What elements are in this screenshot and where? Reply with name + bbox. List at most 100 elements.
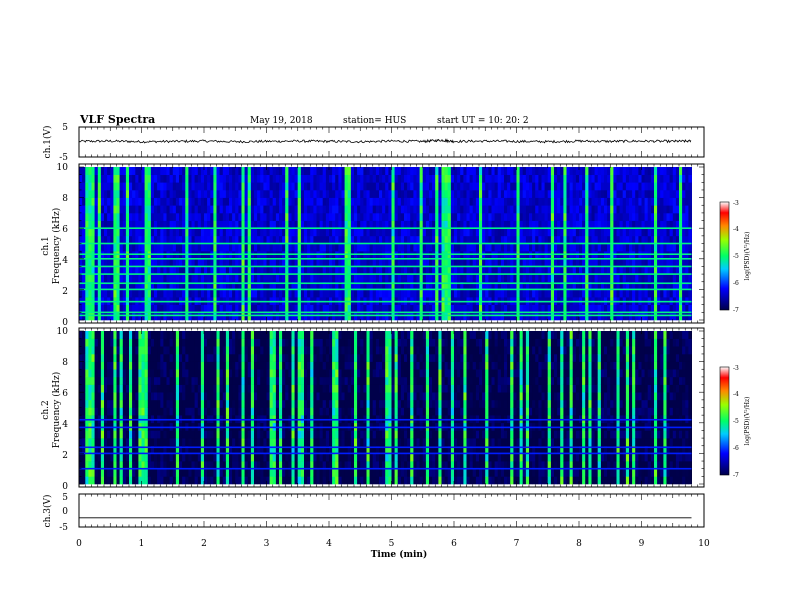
spectrogram-cell [147, 243, 152, 252]
spectrogram-cell [366, 281, 370, 290]
spectrogram-cell [385, 266, 389, 275]
spectrogram-cell [679, 251, 683, 260]
spectrogram-cell [669, 304, 673, 313]
spectrogram-cell [213, 182, 217, 191]
spectrogram-cell [554, 212, 558, 221]
spectrogram-cell [491, 243, 495, 252]
spectrogram-cell [154, 212, 158, 221]
spectrogram-cell [263, 243, 267, 252]
spectrogram-cell [141, 243, 145, 252]
spectrogram-cell [357, 167, 361, 175]
spectrogram-cell [419, 243, 423, 252]
spectrogram-cell [347, 312, 352, 321]
spectrogram-cell [129, 331, 133, 339]
spectrogram-cell [588, 182, 592, 191]
spectrogram-cell [604, 220, 608, 229]
spectrogram-cell [229, 266, 233, 275]
spectrogram-cell [91, 453, 95, 462]
spectrogram-cell [150, 461, 155, 469]
spectrogram-cell [300, 251, 305, 260]
spectrogram-cell [122, 312, 127, 321]
spectrogram-cell [622, 167, 627, 175]
spectrogram-cell [232, 251, 236, 260]
spectrogram-cell [97, 354, 102, 362]
spectrogram-cell [204, 258, 208, 267]
spectrogram-cell [325, 258, 330, 267]
ch1-colorbar-tick: -3 [733, 200, 739, 207]
spectrogram-cell [482, 258, 486, 267]
spectrogram-cell [547, 274, 552, 282]
spectrogram-cell [325, 312, 330, 321]
narrowband-line [79, 242, 692, 245]
spectrogram-cell [588, 220, 592, 229]
spectrogram-cell [232, 243, 236, 252]
spectrogram-cell [169, 190, 173, 198]
spectrogram-cell [457, 274, 461, 282]
spectrogram-cell [475, 289, 480, 298]
spectrogram-cell [257, 235, 261, 244]
spectrogram-cell [275, 212, 280, 221]
spectrogram-cell [235, 228, 239, 237]
spectrogram-cell [354, 205, 358, 214]
spectrogram-cell [432, 182, 436, 191]
spectrogram-cell [116, 235, 120, 244]
spectrogram-cell [125, 220, 130, 229]
spectrogram-cell [588, 243, 592, 252]
spectrogram-cell [650, 228, 655, 237]
spectrogram-cell [154, 251, 158, 260]
spectrogram-cell [444, 182, 448, 191]
spectrogram-cell [238, 212, 242, 221]
spectrogram-cell [229, 228, 233, 237]
spectrogram-cell [147, 369, 152, 378]
spectrogram-cell [129, 476, 133, 485]
spectrogram-cell [91, 243, 95, 252]
spectrogram-cell [610, 174, 614, 183]
spectrogram-cell [191, 212, 195, 221]
spectrogram-cell [344, 197, 348, 206]
spectrogram-cell [194, 289, 198, 298]
spectrogram-cell [385, 212, 389, 221]
spectrogram-cell [157, 384, 161, 393]
spectrogram-cell [79, 220, 83, 229]
spectrogram-cell [522, 304, 527, 313]
spectrogram-cell [300, 266, 305, 275]
spectrogram-cell [129, 438, 133, 446]
spectrogram-cell [341, 167, 345, 175]
spectrogram-cell [132, 197, 136, 206]
spectrogram-cell [107, 205, 111, 214]
spectrogram-cell [554, 266, 558, 275]
spectrogram-cell [122, 331, 127, 339]
spectrogram-cell [275, 167, 280, 175]
spectrogram-cell [138, 228, 142, 237]
spectrogram-cell [422, 289, 427, 298]
spectrogram-cell [91, 438, 95, 446]
spectrogram-cell [272, 289, 277, 298]
spectrogram-cell [554, 274, 558, 282]
spectrogram-cell [300, 304, 305, 313]
spectrogram-cell [288, 197, 292, 206]
spectrogram-cell [160, 190, 164, 198]
spectrogram-cell [335, 274, 339, 282]
spectrogram-cell [247, 190, 252, 198]
spectrogram-cell [335, 182, 339, 191]
spectrogram-cell [347, 304, 352, 313]
spectrogram-cell [338, 266, 342, 275]
spectrogram-cell [550, 228, 555, 237]
spectrogram-cell [444, 235, 448, 244]
spectrogram-cell [207, 281, 211, 290]
spectrogram-cell [119, 399, 123, 408]
spectrogram-cell [541, 182, 545, 191]
spectrogram-cell [110, 228, 114, 237]
spectrogram-cell [82, 190, 86, 198]
spectrogram-cell [669, 266, 673, 275]
spectrogram-cell [525, 251, 530, 260]
spectrogram-cell [185, 190, 189, 198]
spectrogram-cell [438, 235, 442, 244]
spectrogram-cell [350, 312, 355, 321]
spectrogram-cell [594, 304, 598, 313]
spectrogram-cell [547, 212, 552, 221]
spectrogram-cell [500, 190, 505, 198]
spectrogram-cell [425, 274, 430, 282]
spectrogram-cell [191, 289, 195, 298]
spectrogram-cell [629, 174, 633, 183]
